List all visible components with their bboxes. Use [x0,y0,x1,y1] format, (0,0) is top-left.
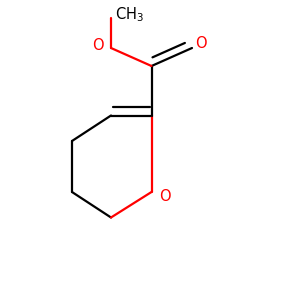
Text: CH$_3$: CH$_3$ [115,6,143,24]
Text: O: O [92,38,103,52]
Text: O: O [195,36,207,51]
Text: O: O [159,189,171,204]
